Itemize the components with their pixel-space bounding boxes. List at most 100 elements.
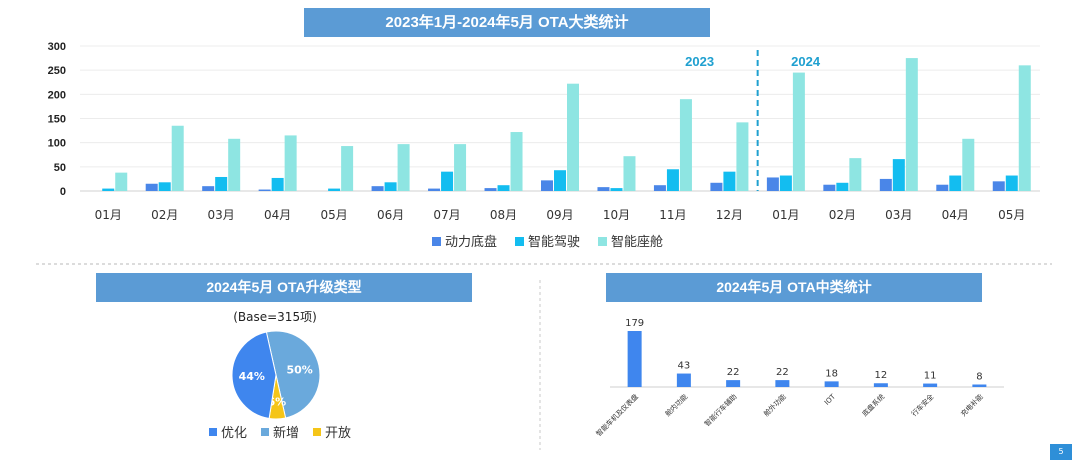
x-tick-label: 03月 — [885, 208, 912, 222]
legend-swatch-动力底盘 — [432, 237, 441, 246]
bar-智能驾驶 — [610, 188, 623, 191]
legend-label: 智能驾驶 — [528, 235, 580, 250]
bar-智能驾驶 — [102, 188, 115, 191]
bar-智能座舱 — [397, 144, 410, 191]
y-tick-label: 300 — [48, 41, 66, 53]
category-tick-label: 舱外功能 — [762, 392, 788, 418]
bar-动力底盘 — [145, 183, 158, 191]
bar-智能座舱 — [736, 122, 749, 191]
bar-动力底盘 — [710, 182, 723, 191]
category-value-label: 12 — [875, 370, 888, 381]
pie-slice-新增 — [265, 330, 321, 419]
category-value-label: 43 — [678, 361, 691, 372]
bar-智能驾驶 — [666, 169, 679, 191]
x-tick-label: 08月 — [490, 208, 517, 222]
category-tick-label: 智能行车辅助 — [702, 392, 738, 428]
bar-智能座舱 — [171, 125, 184, 191]
bar-智能驾驶 — [328, 188, 341, 191]
bar-智能座舱 — [115, 172, 128, 191]
bar-智能驾驶 — [1005, 175, 1018, 191]
bar-动力底盘 — [597, 187, 610, 191]
bar-智能座舱 — [792, 72, 805, 191]
bar-动力底盘 — [202, 186, 215, 191]
bar-动力底盘 — [484, 188, 497, 191]
x-tick-label: 12月 — [716, 208, 743, 222]
x-tick-label: 03月 — [208, 208, 235, 222]
x-tick-label: 10月 — [603, 208, 630, 222]
bar-智能座舱 — [454, 144, 467, 191]
category-value-label: 18 — [825, 368, 838, 379]
y-tick-label: 50 — [54, 162, 66, 174]
pie-legend-label: 优化 — [221, 426, 247, 441]
bar-动力底盘 — [936, 184, 949, 191]
bar-智能驾驶 — [384, 182, 397, 191]
category-bar — [775, 380, 790, 387]
pie-slice-label: 44% — [239, 370, 265, 383]
pie-legend-swatch-优化 — [209, 428, 217, 436]
bar-智能驾驶 — [836, 182, 849, 191]
x-tick-label: 09月 — [546, 208, 573, 222]
category-bar — [972, 384, 987, 387]
category-bar — [627, 331, 642, 387]
bar-智能座舱 — [284, 135, 297, 191]
y-tick-label: 150 — [48, 114, 66, 126]
bar-智能座舱 — [962, 138, 975, 191]
y-tick-label: 100 — [48, 138, 66, 150]
bar-智能驾驶 — [892, 159, 905, 191]
bar-智能座舱 — [341, 146, 354, 191]
pie-legend-label: 开放 — [325, 426, 351, 441]
bar-动力底盘 — [258, 189, 271, 191]
category-bar — [873, 383, 888, 387]
category-tick-label: 智能车机及仪表盘 — [594, 392, 640, 438]
x-tick-label: 01月 — [95, 208, 122, 222]
x-tick-label: 05月 — [998, 208, 1025, 222]
bar-智能座舱 — [905, 58, 918, 192]
bar-动力底盘 — [428, 188, 441, 191]
category-value-label: 22 — [727, 367, 740, 378]
bar-智能座舱 — [510, 132, 523, 191]
legend-swatch-智能驾驶 — [515, 237, 524, 246]
bar-动力底盘 — [766, 177, 779, 191]
bar-智能座舱 — [849, 158, 862, 191]
bar-智能驾驶 — [949, 175, 962, 191]
category-bar — [676, 373, 691, 387]
year-label-2024: 2024 — [791, 54, 821, 69]
category-tick-label: 行车安全 — [909, 392, 935, 418]
pie-legend-swatch-开放 — [313, 428, 321, 436]
x-tick-label: 04月 — [942, 208, 969, 222]
x-tick-label: 11月 — [659, 208, 686, 222]
page-number: 5 — [1050, 444, 1072, 460]
x-tick-label: 02月 — [829, 208, 856, 222]
category-value-label: 11 — [924, 371, 937, 382]
category-bar — [923, 383, 938, 387]
pie-slice-优化 — [231, 331, 277, 420]
category-value-label: 8 — [976, 371, 982, 382]
category-value-label: 22 — [776, 367, 789, 378]
bar-智能驾驶 — [554, 170, 566, 191]
bar-智能驾驶 — [271, 177, 284, 191]
category-value-label: 179 — [625, 318, 644, 329]
x-tick-label: 02月 — [151, 208, 178, 222]
bar-智能座舱 — [623, 156, 636, 191]
bar-智能驾驶 — [158, 182, 171, 191]
x-tick-label: 07月 — [433, 208, 460, 222]
bar-智能驾驶 — [779, 175, 792, 191]
bar-动力底盘 — [992, 181, 1005, 191]
bar-智能驾驶 — [497, 185, 510, 191]
bar-动力底盘 — [541, 180, 553, 191]
y-tick-label: 250 — [48, 65, 66, 77]
bar-智能驾驶 — [215, 176, 228, 191]
x-tick-label: 06月 — [377, 208, 404, 222]
legend-label: 智能座舱 — [611, 235, 663, 250]
pie-base-note: (Base=315项) — [233, 310, 317, 324]
pie-legend-label: 新增 — [273, 425, 299, 441]
main-chart-title: 2023年1月-2024年5月 OTA大类统计 — [304, 8, 710, 37]
x-tick-label: 04月 — [264, 208, 291, 222]
legend-swatch-智能座舱 — [598, 237, 607, 246]
bar-智能座舱 — [228, 138, 241, 191]
pie-legend-swatch-新增 — [261, 428, 269, 436]
category-tick-label: 充电补能 — [959, 392, 985, 418]
pie-slice-label: 50% — [286, 364, 312, 377]
bar-智能座舱 — [1018, 65, 1031, 191]
x-tick-label: 01月 — [772, 208, 799, 222]
